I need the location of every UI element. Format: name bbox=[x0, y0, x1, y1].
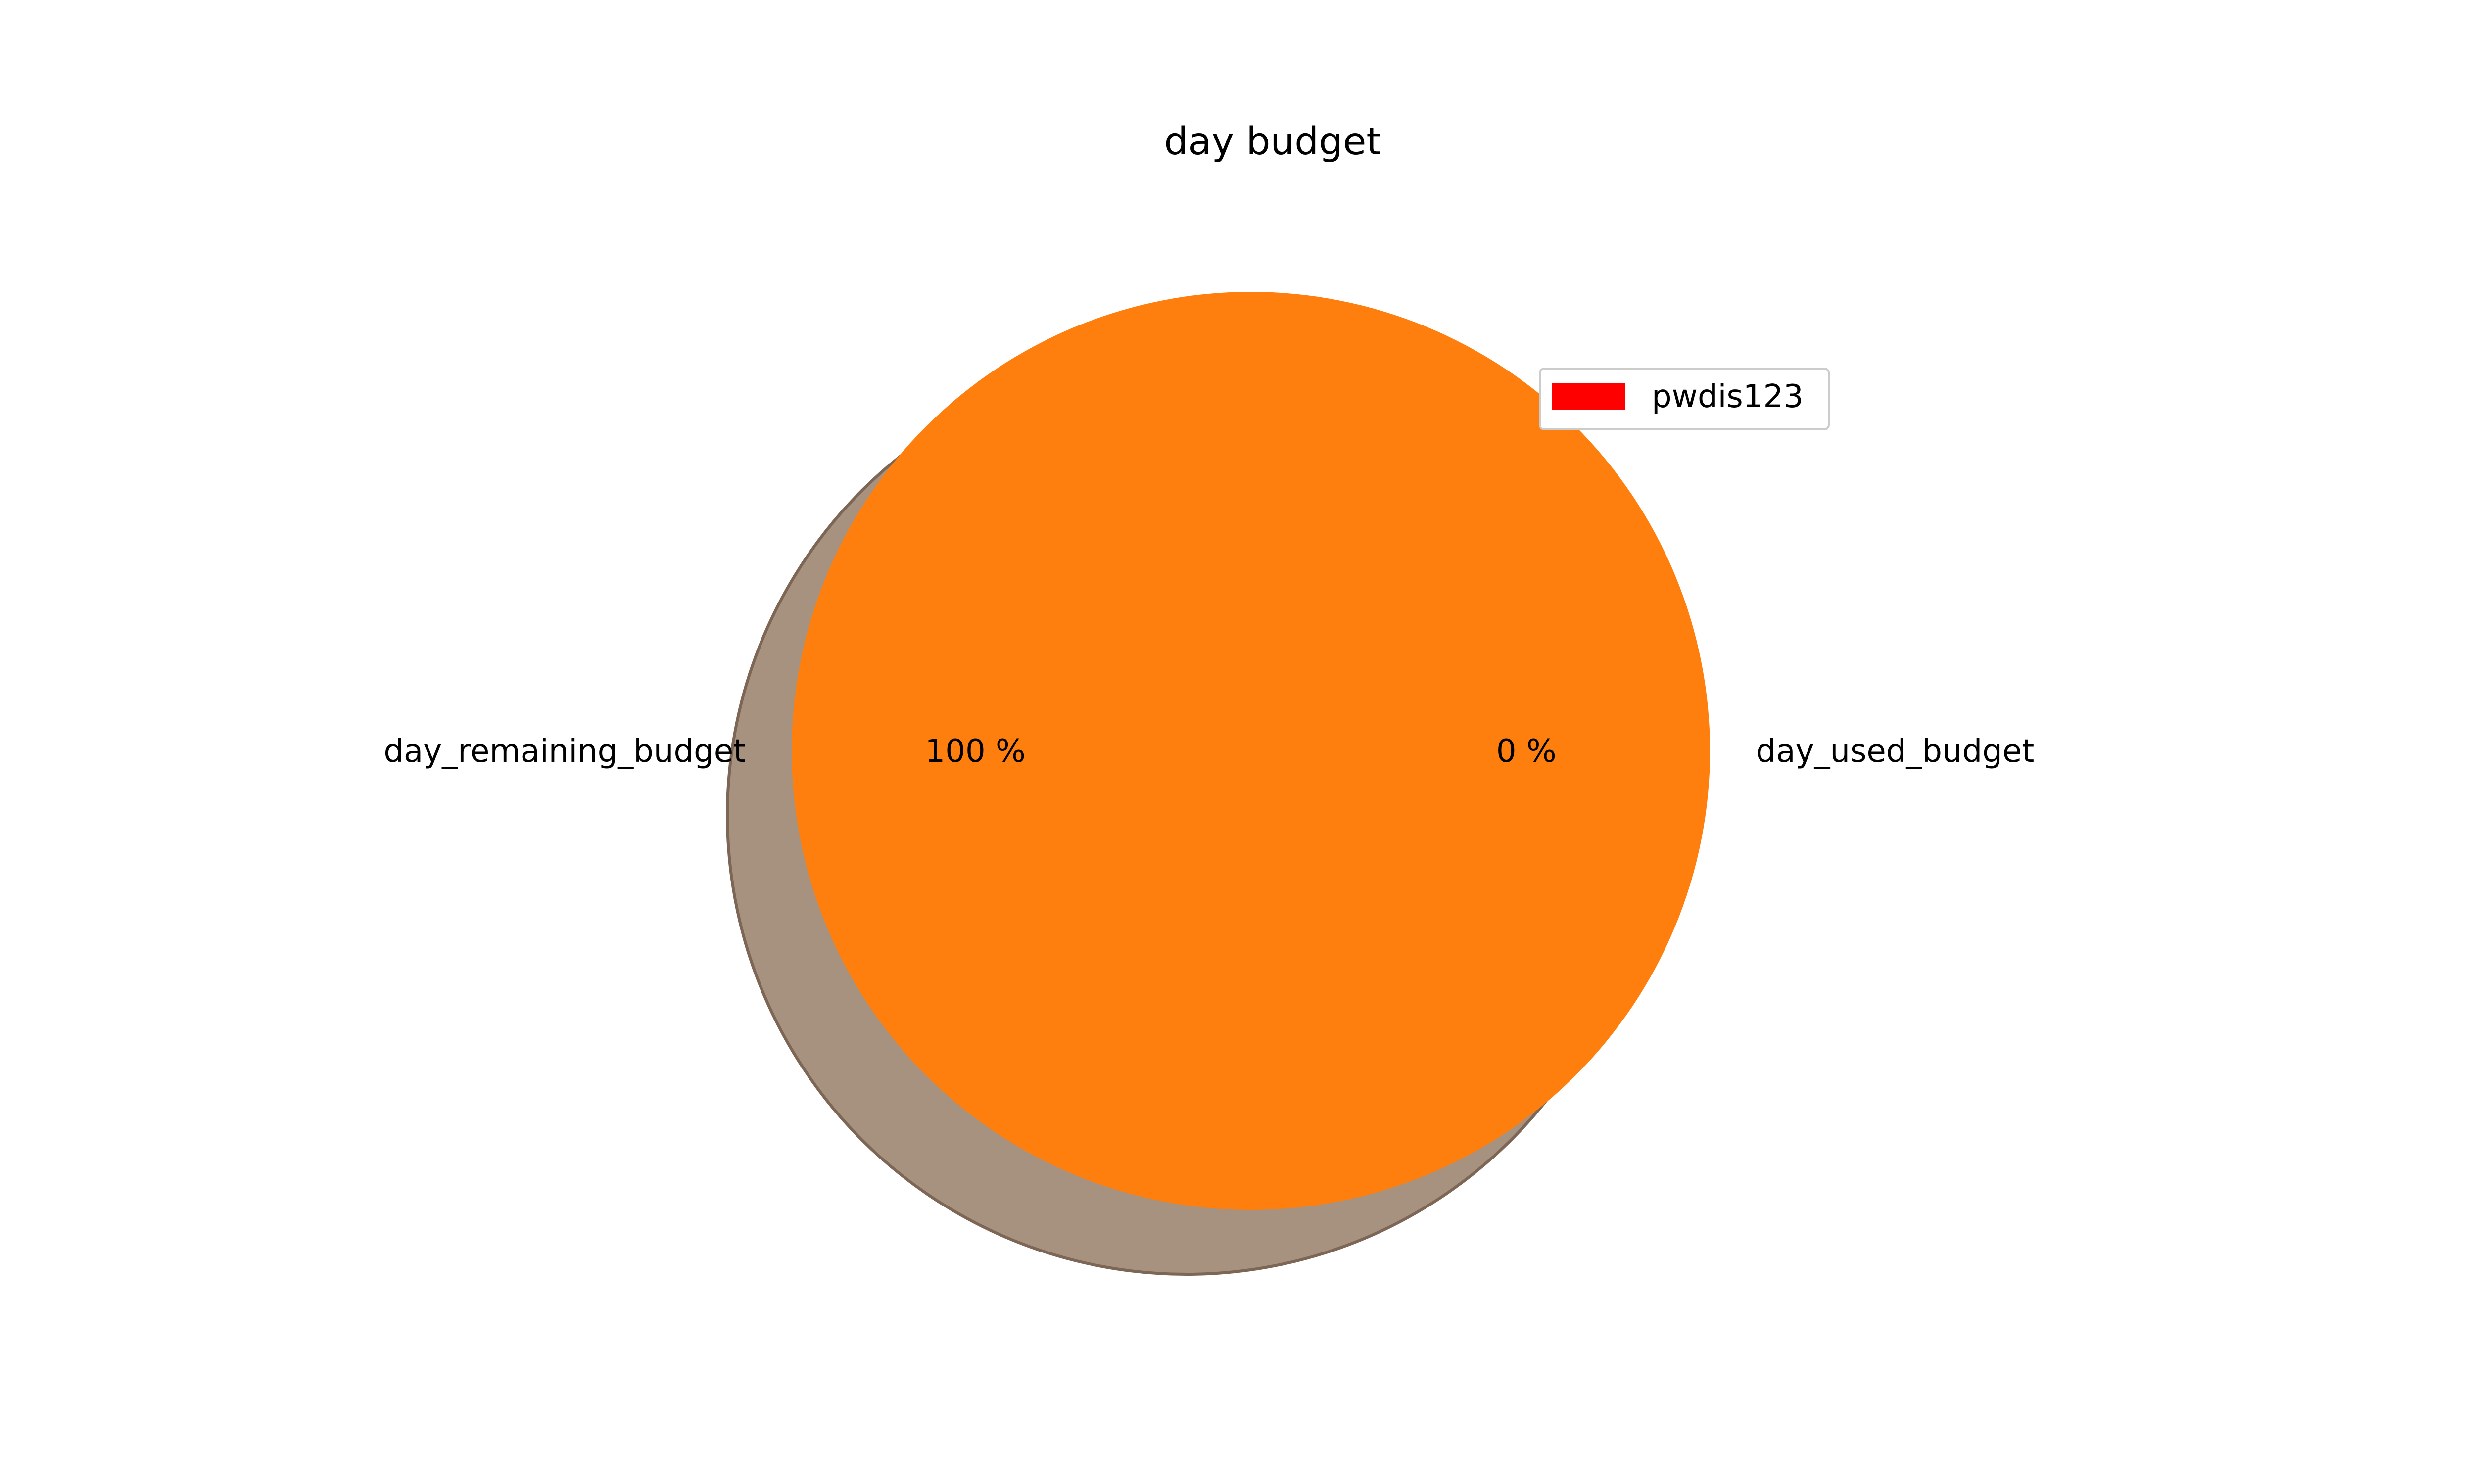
pie-labels: day_remaining_budget 100 % day_used_budget… bbox=[383, 733, 2034, 770]
legend-entry-label: pwdis123 bbox=[1652, 378, 1804, 415]
slice-label: day_used_budget bbox=[1756, 733, 2035, 770]
pie-slice-0 bbox=[792, 292, 1710, 1210]
pie-slices bbox=[726, 292, 1710, 1276]
chart-title: day budget bbox=[1164, 120, 1381, 164]
slice-label: day_remaining_budget bbox=[383, 733, 746, 770]
slice-pct-label: 100 % bbox=[925, 733, 1026, 770]
legend: pwdis123 bbox=[1539, 368, 1830, 430]
legend-swatch bbox=[1552, 383, 1625, 410]
slice-pct-label: 0 % bbox=[1496, 733, 1557, 770]
